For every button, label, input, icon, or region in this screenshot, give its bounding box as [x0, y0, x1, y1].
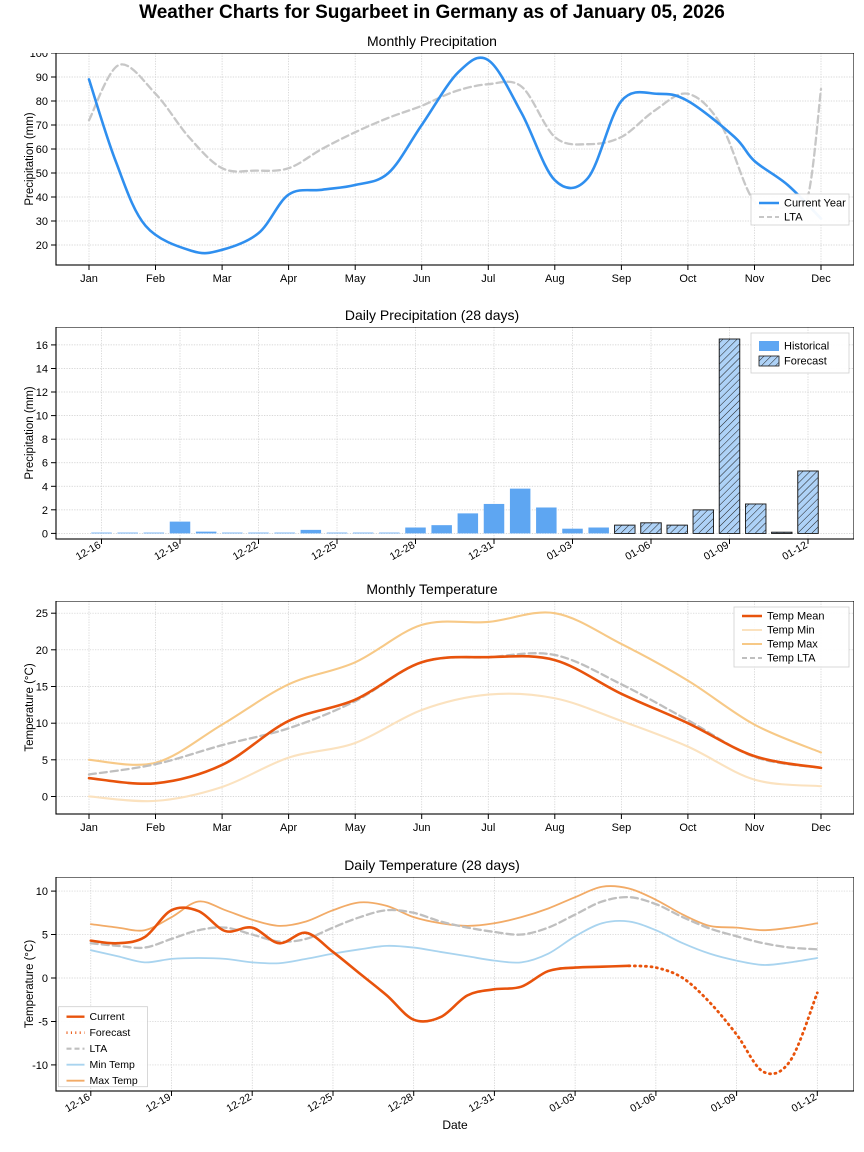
- svg-text:0: 0: [42, 792, 48, 804]
- svg-text:80: 80: [36, 96, 48, 108]
- svg-text:4: 4: [42, 481, 48, 493]
- svg-text:Max Temp: Max Temp: [90, 1075, 138, 1087]
- svg-text:Jan: Jan: [80, 822, 98, 834]
- svg-text:May: May: [345, 822, 366, 834]
- svg-text:Temp LTA: Temp LTA: [767, 653, 816, 665]
- svg-text:16: 16: [36, 340, 48, 352]
- svg-text:Oct: Oct: [679, 822, 696, 834]
- svg-text:Mar: Mar: [213, 273, 232, 285]
- svg-text:Jul: Jul: [481, 822, 495, 834]
- svg-text:Temp Mean: Temp Mean: [767, 611, 824, 623]
- svg-text:-10: -10: [32, 1060, 48, 1072]
- svg-text:Apr: Apr: [280, 822, 297, 834]
- svg-text:20: 20: [36, 240, 48, 252]
- svg-text:90: 90: [36, 72, 48, 84]
- svg-text:Temp Min: Temp Min: [767, 625, 815, 637]
- svg-text:Aug: Aug: [545, 273, 565, 285]
- svg-text:Apr: Apr: [280, 273, 297, 285]
- svg-text:Temperature (°C): Temperature (°C): [24, 663, 36, 751]
- svg-text:10: 10: [36, 886, 48, 898]
- svg-text:LTA: LTA: [784, 212, 803, 224]
- svg-text:20: 20: [36, 645, 48, 657]
- svg-text:Nov: Nov: [745, 822, 765, 834]
- svg-text:12: 12: [36, 387, 48, 399]
- svg-text:-5: -5: [38, 1017, 48, 1029]
- svg-text:Date: Date: [442, 1118, 468, 1132]
- svg-text:Forecast: Forecast: [90, 1027, 131, 1039]
- svg-text:100: 100: [30, 53, 48, 60]
- svg-text:0: 0: [42, 528, 48, 540]
- svg-text:Jul: Jul: [481, 273, 495, 285]
- svg-text:60: 60: [36, 144, 48, 156]
- svg-text:Precipitation (mm): Precipitation (mm): [24, 112, 36, 205]
- svg-text:Historical: Historical: [784, 341, 829, 353]
- svg-text:Sep: Sep: [612, 273, 632, 285]
- svg-text:8: 8: [42, 434, 48, 446]
- svg-text:50: 50: [36, 168, 48, 180]
- svg-text:Nov: Nov: [745, 273, 765, 285]
- svg-text:Mar: Mar: [213, 822, 232, 834]
- svg-text:6: 6: [42, 458, 48, 470]
- svg-text:Temp Max: Temp Max: [767, 639, 818, 651]
- svg-text:70: 70: [36, 120, 48, 132]
- svg-text:Jan: Jan: [80, 273, 98, 285]
- svg-text:Oct: Oct: [679, 273, 696, 285]
- svg-text:Forecast: Forecast: [784, 356, 827, 368]
- svg-text:Current: Current: [90, 1011, 125, 1023]
- svg-text:10: 10: [36, 718, 48, 730]
- svg-text:Dec: Dec: [811, 273, 831, 285]
- svg-text:5: 5: [42, 755, 48, 767]
- svg-text:30: 30: [36, 216, 48, 228]
- svg-text:Aug: Aug: [545, 822, 565, 834]
- svg-text:5: 5: [42, 930, 48, 942]
- svg-text:25: 25: [36, 608, 48, 620]
- svg-text:Jun: Jun: [413, 822, 431, 834]
- svg-text:Feb: Feb: [146, 822, 165, 834]
- svg-text:May: May: [345, 273, 366, 285]
- svg-text:2: 2: [42, 505, 48, 517]
- svg-text:Temperature (°C): Temperature (°C): [24, 940, 36, 1028]
- svg-text:Sep: Sep: [612, 822, 632, 834]
- svg-text:Feb: Feb: [146, 273, 165, 285]
- svg-text:14: 14: [36, 364, 48, 376]
- svg-text:Min Temp: Min Temp: [90, 1059, 135, 1071]
- svg-text:10: 10: [36, 411, 48, 423]
- svg-text:0: 0: [42, 973, 48, 985]
- svg-text:Precipitation (mm): Precipitation (mm): [24, 386, 36, 479]
- svg-text:Current Year: Current Year: [784, 198, 846, 210]
- svg-text:Jun: Jun: [413, 273, 431, 285]
- svg-text:LTA: LTA: [90, 1043, 108, 1055]
- svg-text:15: 15: [36, 682, 48, 694]
- svg-text:40: 40: [36, 192, 48, 204]
- svg-text:Dec: Dec: [811, 822, 831, 834]
